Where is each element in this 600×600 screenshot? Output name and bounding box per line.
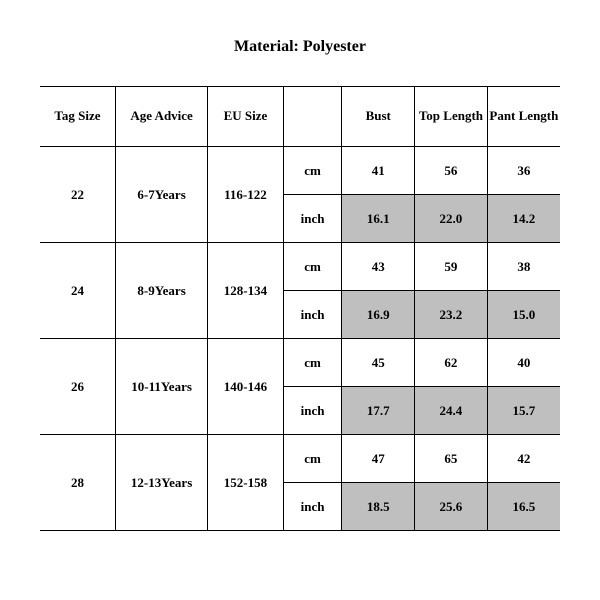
size-table: Tag Size Age Advice EU Size Bust Top Len… xyxy=(40,86,560,531)
cell-unit-cm: cm xyxy=(283,435,342,483)
cell-pant-inch: 15.7 xyxy=(487,387,560,435)
col-pant-length: Pant Length xyxy=(487,87,560,147)
cell-bust-inch: 16.9 xyxy=(342,291,415,339)
table-row: 28 12-13Years 152-158 cm 47 65 42 xyxy=(40,435,560,483)
table-row: 26 10-11Years 140-146 cm 45 62 40 xyxy=(40,339,560,387)
cell-top-cm: 62 xyxy=(415,339,488,387)
cell-unit-inch: inch xyxy=(283,195,342,243)
cell-age: 12-13Years xyxy=(115,435,207,531)
cell-bust-cm: 45 xyxy=(342,339,415,387)
cell-pant-inch: 14.2 xyxy=(487,195,560,243)
cell-eu: 116-122 xyxy=(208,147,283,243)
cell-eu: 128-134 xyxy=(208,243,283,339)
cell-unit-inch: inch xyxy=(283,387,342,435)
cell-bust-inch: 17.7 xyxy=(342,387,415,435)
cell-pant-inch: 15.0 xyxy=(487,291,560,339)
cell-pant-cm: 42 xyxy=(487,435,560,483)
cell-pant-cm: 38 xyxy=(487,243,560,291)
col-tag-size: Tag Size xyxy=(40,87,115,147)
cell-top-inch: 25.6 xyxy=(415,483,488,531)
cell-bust-inch: 16.1 xyxy=(342,195,415,243)
cell-unit-cm: cm xyxy=(283,147,342,195)
cell-age: 10-11Years xyxy=(115,339,207,435)
cell-tag: 28 xyxy=(40,435,115,531)
cell-top-cm: 56 xyxy=(415,147,488,195)
cell-pant-cm: 40 xyxy=(487,339,560,387)
cell-tag: 24 xyxy=(40,243,115,339)
table-header-row: Tag Size Age Advice EU Size Bust Top Len… xyxy=(40,87,560,147)
col-bust: Bust xyxy=(342,87,415,147)
cell-unit-cm: cm xyxy=(283,243,342,291)
cell-bust-cm: 43 xyxy=(342,243,415,291)
cell-age: 8-9Years xyxy=(115,243,207,339)
cell-age: 6-7Years xyxy=(115,147,207,243)
cell-tag: 22 xyxy=(40,147,115,243)
page-title: Material: Polyester xyxy=(0,0,600,86)
cell-eu: 140-146 xyxy=(208,339,283,435)
cell-eu: 152-158 xyxy=(208,435,283,531)
cell-bust-cm: 47 xyxy=(342,435,415,483)
cell-top-cm: 59 xyxy=(415,243,488,291)
col-top-length: Top Length xyxy=(415,87,488,147)
size-table-body: 22 6-7Years 116-122 cm 41 56 36 inch 16.… xyxy=(40,147,560,531)
cell-unit-cm: cm xyxy=(283,339,342,387)
cell-top-cm: 65 xyxy=(415,435,488,483)
cell-unit-inch: inch xyxy=(283,483,342,531)
col-unit xyxy=(283,87,342,147)
col-age-advice: Age Advice xyxy=(115,87,207,147)
cell-pant-cm: 36 xyxy=(487,147,560,195)
size-table-wrapper: Tag Size Age Advice EU Size Bust Top Len… xyxy=(0,86,600,531)
table-row: 22 6-7Years 116-122 cm 41 56 36 xyxy=(40,147,560,195)
table-row: 24 8-9Years 128-134 cm 43 59 38 xyxy=(40,243,560,291)
cell-top-inch: 24.4 xyxy=(415,387,488,435)
cell-top-inch: 23.2 xyxy=(415,291,488,339)
cell-tag: 26 xyxy=(40,339,115,435)
cell-bust-cm: 41 xyxy=(342,147,415,195)
col-eu-size: EU Size xyxy=(208,87,283,147)
cell-unit-inch: inch xyxy=(283,291,342,339)
cell-bust-inch: 18.5 xyxy=(342,483,415,531)
cell-pant-inch: 16.5 xyxy=(487,483,560,531)
cell-top-inch: 22.0 xyxy=(415,195,488,243)
